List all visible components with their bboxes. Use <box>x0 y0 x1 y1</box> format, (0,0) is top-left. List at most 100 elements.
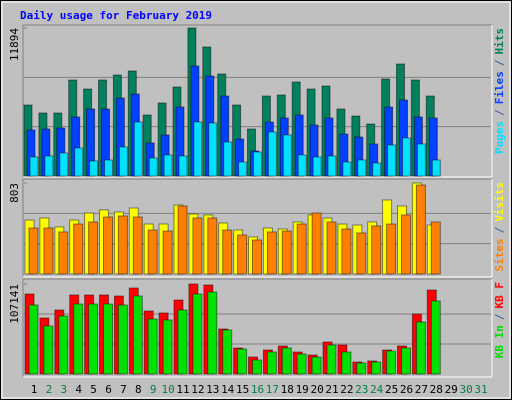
bar <box>312 156 322 177</box>
x-tick-label: 25 <box>385 383 398 396</box>
bar <box>266 351 277 375</box>
bar <box>401 347 411 375</box>
bar <box>237 348 248 375</box>
bar <box>192 217 203 275</box>
bar <box>386 223 397 275</box>
bar <box>416 143 426 177</box>
bar <box>281 347 292 375</box>
bar <box>58 231 69 275</box>
bar <box>371 361 382 375</box>
bar <box>28 227 39 275</box>
bar <box>177 205 188 275</box>
bar <box>297 154 307 177</box>
bar <box>117 304 128 375</box>
bar <box>311 212 322 275</box>
bar <box>401 214 411 275</box>
bar <box>74 147 84 177</box>
bar <box>44 155 54 177</box>
x-tick-label: 17 <box>266 383 279 396</box>
x-tick-label: 31 <box>474 383 487 396</box>
bar <box>193 121 203 177</box>
legend-entry: Hits <box>493 28 506 55</box>
bar <box>356 362 367 375</box>
bar <box>402 137 411 177</box>
x-tick-label: 19 <box>296 383 309 396</box>
x-tick-label: 30 <box>459 383 472 396</box>
bar <box>29 156 39 177</box>
bar <box>162 230 173 275</box>
bar <box>430 221 441 275</box>
x-tick-label: 3 <box>60 383 67 396</box>
legend-separator: / <box>493 109 506 116</box>
x-tick-label: 2 <box>46 383 53 396</box>
bar <box>147 318 158 375</box>
legend-entry: Files <box>493 71 506 104</box>
bar <box>163 154 173 177</box>
legend-entry: Visits <box>493 182 506 222</box>
bar <box>281 230 292 275</box>
bar <box>207 291 218 375</box>
bar <box>88 221 99 275</box>
legend-entry: KB In <box>493 325 506 358</box>
bar <box>296 353 307 375</box>
bar <box>132 216 143 275</box>
x-tick-label: 16 <box>251 383 264 396</box>
bar <box>386 350 397 375</box>
x-tick-label: 22 <box>340 383 353 396</box>
bar <box>147 229 158 275</box>
x-tick-label: 24 <box>370 383 384 396</box>
x-tick-label: 4 <box>75 383 82 396</box>
x-tick-label: 15 <box>236 383 249 396</box>
bar <box>357 159 367 177</box>
bar <box>267 131 277 177</box>
bar <box>371 225 382 275</box>
bar <box>252 239 262 275</box>
x-tick-label: 14 <box>221 383 235 396</box>
bar <box>208 122 218 177</box>
bar <box>73 303 84 375</box>
bar <box>43 227 54 275</box>
y-tick-label: 11894 <box>8 28 21 61</box>
bar <box>311 356 322 375</box>
bar <box>103 303 113 375</box>
x-tick-label: 13 <box>206 383 219 396</box>
bar <box>59 152 69 177</box>
x-tick-label: 9 <box>150 383 157 396</box>
legend-separator: / <box>493 226 506 233</box>
bar <box>104 159 113 177</box>
bar <box>223 141 233 177</box>
legend-entry: KB F <box>493 282 506 309</box>
x-tick-label: 1 <box>31 383 38 396</box>
x-tick-label: 23 <box>355 383 368 396</box>
legend: KB In / KB F <box>493 282 506 358</box>
bar <box>415 184 426 275</box>
bar <box>178 155 188 177</box>
legend: Sites / Visits <box>493 182 506 272</box>
x-tick-label: 10 <box>161 383 174 396</box>
bar <box>73 223 84 275</box>
bar <box>341 228 352 275</box>
bar <box>342 161 352 177</box>
bar <box>28 304 39 375</box>
bar <box>282 134 292 177</box>
y-tick-label: 107141 <box>8 284 21 324</box>
bar <box>326 344 337 375</box>
bar <box>356 232 367 275</box>
x-tick-label: 11 <box>176 383 189 396</box>
bar <box>238 161 248 177</box>
x-tick-label: 8 <box>135 383 142 396</box>
x-tick-label: 20 <box>310 383 323 396</box>
bar <box>58 315 69 375</box>
bar <box>222 229 233 275</box>
bar <box>372 162 382 177</box>
bar <box>89 160 99 177</box>
bar <box>148 157 158 177</box>
bar <box>207 217 218 275</box>
bar <box>177 309 188 375</box>
x-tick-label: 7 <box>120 383 127 396</box>
chart-title: Daily usage for February 2019 <box>20 9 212 22</box>
bar <box>103 216 113 275</box>
bar <box>43 325 54 375</box>
